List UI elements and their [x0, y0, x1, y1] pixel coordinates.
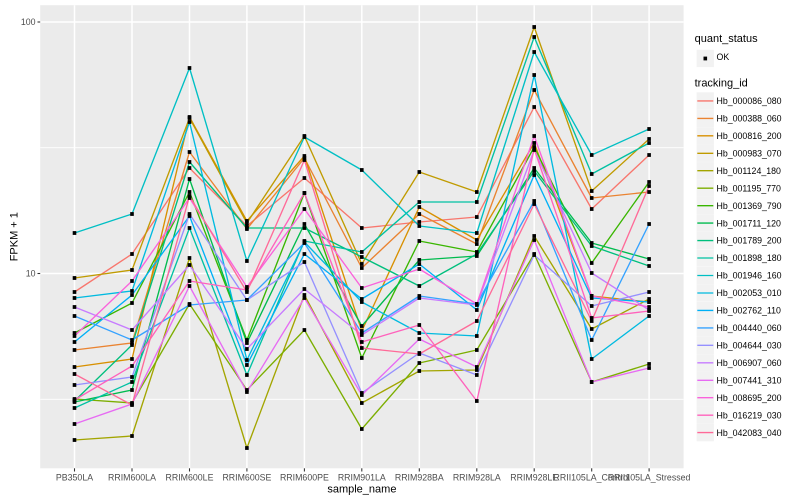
svg-text:RRIM600LA: RRIM600LA: [108, 472, 156, 482]
svg-text:Hb_000983_070: Hb_000983_070: [717, 148, 782, 158]
svg-text:Hb_000388_060: Hb_000388_060: [717, 114, 782, 124]
svg-text:Hb_006907_060: Hb_006907_060: [717, 358, 782, 368]
svg-text:sample_name: sample_name: [327, 484, 396, 496]
svg-text:RRII105LA_Stressed: RRII105LA_Stressed: [608, 472, 691, 482]
svg-text:Hb_007441_310: Hb_007441_310: [717, 375, 782, 385]
svg-text:Hb_042083_040: Hb_042083_040: [717, 428, 782, 438]
svg-text:RRIM928BA: RRIM928BA: [395, 472, 444, 482]
svg-text:Hb_001124_180: Hb_001124_180: [717, 166, 782, 176]
svg-text:Hb_002762_110: Hb_002762_110: [717, 306, 782, 316]
svg-text:Hb_001946_160: Hb_001946_160: [717, 271, 782, 281]
svg-text:Hb_004440_060: Hb_004440_060: [717, 323, 782, 333]
svg-text:10: 10: [26, 269, 36, 279]
svg-text:Hb_016219_030: Hb_016219_030: [717, 410, 782, 420]
svg-text:tracking_id: tracking_id: [695, 78, 748, 90]
svg-text:PB350LA: PB350LA: [56, 472, 93, 482]
svg-text:Hb_001898_180: Hb_001898_180: [717, 253, 782, 263]
svg-text:Hb_004644_030: Hb_004644_030: [717, 341, 782, 351]
svg-text:RRIM928LE: RRIM928LE: [510, 472, 558, 482]
svg-text:RRIM901LA: RRIM901LA: [338, 472, 386, 482]
svg-text:Hb_001195_770: Hb_001195_770: [717, 183, 782, 193]
svg-text:FPKM + 1: FPKM + 1: [9, 212, 21, 261]
svg-text:RRIM600PE: RRIM600PE: [280, 472, 329, 482]
svg-text:RRII105LA_Control: RRII105LA_Control: [554, 472, 630, 482]
svg-text:RRIM600LE: RRIM600LE: [166, 472, 214, 482]
svg-text:Hb_000086_080: Hb_000086_080: [717, 96, 782, 106]
svg-text:Hb_008695_200: Hb_008695_200: [717, 393, 782, 403]
svg-text:Hb_000816_200: Hb_000816_200: [717, 131, 782, 141]
svg-text:RRIM928LA: RRIM928LA: [453, 472, 501, 482]
svg-text:RRIM600SE: RRIM600SE: [222, 472, 271, 482]
svg-text:quant_status: quant_status: [695, 33, 758, 45]
svg-text:OK: OK: [717, 52, 730, 62]
svg-text:Hb_001711_120: Hb_001711_120: [717, 218, 782, 228]
svg-text:100: 100: [21, 17, 36, 27]
svg-text:Hb_001369_790: Hb_001369_790: [717, 201, 782, 211]
svg-text:Hb_001789_200: Hb_001789_200: [717, 236, 782, 246]
svg-text:Hb_002053_010: Hb_002053_010: [717, 288, 782, 298]
